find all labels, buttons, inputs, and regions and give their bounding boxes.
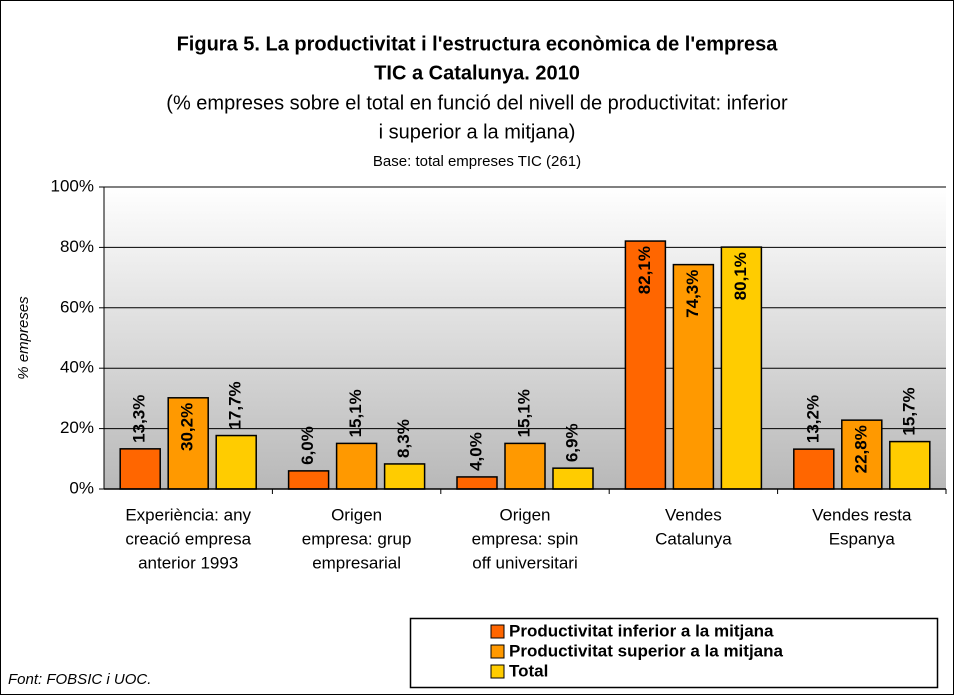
data-label: 13,3%: [130, 395, 149, 443]
data-label: 80,1%: [731, 252, 750, 300]
data-label: 13,2%: [803, 395, 822, 443]
y-tick-label: 80%: [60, 237, 94, 256]
x-tick-label: anterior 1993: [138, 553, 238, 572]
x-tick-label: off universitari: [472, 553, 578, 572]
bar: [167, 397, 209, 490]
subtitle: (% empreses sobre el total en funció del…: [166, 92, 788, 114]
bar: [624, 240, 667, 490]
x-tick-label: Experiència: any: [125, 505, 251, 524]
legend-label: Productivitat superior a la mitjana: [509, 641, 784, 660]
x-tick-label: Espanya: [829, 529, 896, 548]
y-axis-label: % empreses: [15, 296, 32, 380]
x-tick-label: Vendes: [665, 505, 722, 524]
data-label: 15,1%: [346, 389, 365, 437]
data-label: 8,3%: [394, 419, 413, 458]
data-label: 22,8%: [851, 425, 870, 473]
y-tick-label: 20%: [60, 418, 94, 437]
x-tick-label: Vendes resta: [812, 505, 912, 524]
source: Font: FOBSIC i UOC.: [8, 671, 151, 688]
legend-label: Productivitat inferior a la mitjana: [509, 621, 774, 640]
bar: [335, 442, 378, 490]
y-tick-label: 40%: [60, 358, 94, 377]
y-tick-label: 100%: [51, 176, 94, 195]
data-label: 30,2%: [178, 403, 197, 451]
bar: [119, 448, 161, 490]
chart-title: Figura 5. La productivitat i l'estructur…: [177, 33, 779, 55]
x-tick-label: Origen: [499, 505, 550, 524]
bar: [215, 434, 257, 490]
legend-swatch: [490, 624, 505, 639]
note: Base: total empreses TIC (261): [373, 153, 581, 170]
data-label: 82,1%: [635, 246, 654, 294]
data-label: 6,0%: [298, 426, 317, 465]
x-tick-label: Catalunya: [655, 529, 732, 548]
bar: [287, 470, 330, 490]
legend-swatch: [490, 644, 505, 659]
bar: [552, 467, 594, 490]
data-label: 6,9%: [562, 423, 581, 462]
data-label: 15,7%: [899, 387, 918, 435]
chart-title: TIC a Catalunya. 2010: [374, 62, 580, 84]
bar: [889, 440, 931, 490]
y-tick-label: 60%: [60, 297, 94, 316]
y-tick-label: 0%: [69, 478, 94, 497]
bar: [383, 463, 426, 490]
data-label: 15,1%: [514, 389, 533, 437]
bar: [672, 263, 715, 490]
x-tick-label: empresarial: [312, 553, 401, 572]
x-tick-label: empresa: grup: [302, 529, 412, 548]
bar: [504, 442, 546, 490]
bar: [793, 448, 835, 490]
x-tick-label: creació empresa: [125, 529, 251, 548]
subtitle: i superior a la mitjana): [379, 121, 576, 143]
legend-label: Total: [509, 661, 548, 680]
bar: [456, 476, 498, 490]
x-tick-label: Origen: [331, 505, 382, 524]
x-tick-label: empresa: spin: [472, 529, 579, 548]
data-label: 74,3%: [683, 270, 702, 318]
data-label: 4,0%: [466, 432, 485, 471]
legend-swatch: [490, 664, 505, 679]
bar: [720, 246, 763, 490]
data-label: 17,7%: [226, 381, 245, 429]
